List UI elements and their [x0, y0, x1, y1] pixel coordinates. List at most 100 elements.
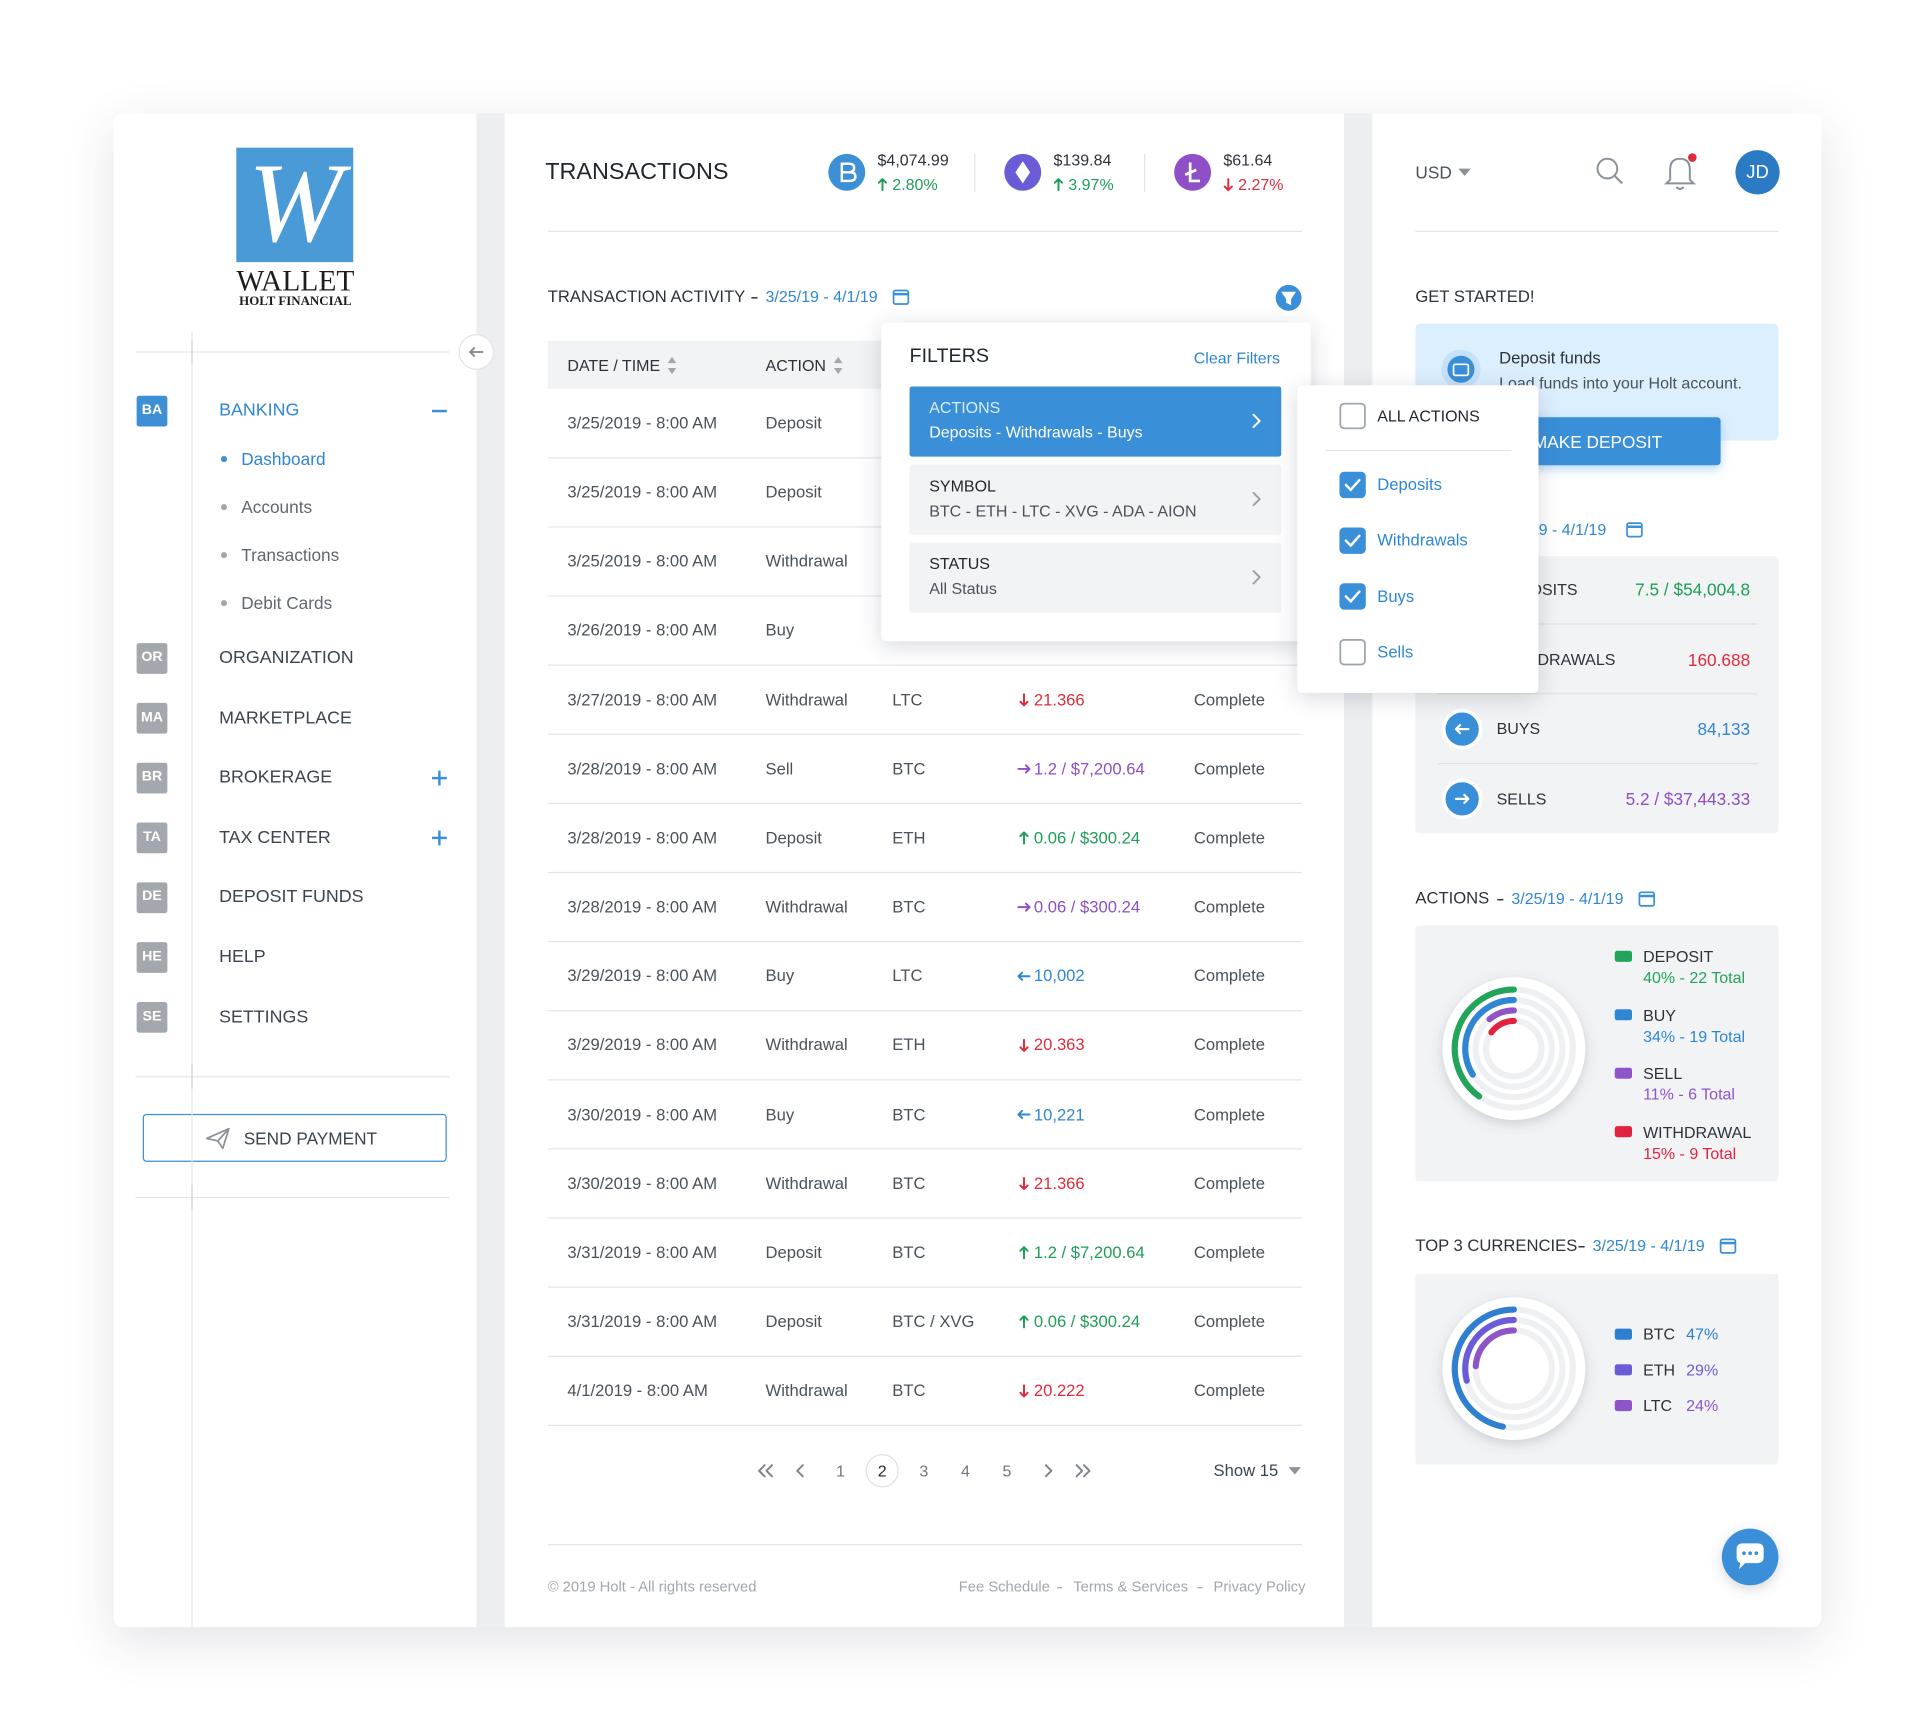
page-nav[interactable] [758, 1464, 766, 1478]
column-header[interactable]: ACTION [765, 356, 826, 375]
chevron [1252, 491, 1261, 507]
page-nav[interactable] [1083, 1464, 1091, 1478]
trend-arrow [1019, 1038, 1029, 1052]
cell-symbol: LTC [892, 690, 923, 709]
checkbox[interactable] [1339, 583, 1366, 610]
cell-status: Complete [1193, 897, 1265, 917]
nav-badge: TA [143, 829, 161, 845]
filter-group[interactable] [909, 464, 1282, 535]
subnav-dot [220, 551, 228, 559]
cell-action: Withdrawal [765, 897, 848, 917]
summary-value: 7.5 / $54,004.8 [1635, 579, 1751, 600]
cell-amount: 10,002 [1033, 966, 1085, 986]
bell-icon[interactable] [1664, 157, 1696, 190]
ticker-price: $4,074.99 [877, 150, 949, 170]
checkmark [1344, 478, 1361, 492]
filter-label: STATUS [929, 554, 990, 573]
trend-arrow [877, 178, 888, 192]
cell-date: 4/1/2019 - 8:00 AM [567, 1381, 708, 1400]
column-header[interactable]: DATE / TIME [567, 356, 661, 375]
option-label[interactable]: Deposits [1377, 475, 1442, 494]
button-label[interactable]: MAKE DEPOSIT [1532, 431, 1663, 452]
checkbox[interactable] [1339, 527, 1366, 554]
chart-subtitle[interactable]: 3/25/19 - 4/1/19 [1592, 1236, 1705, 1255]
nav-badge-bg [136, 822, 168, 854]
cell-date: 3/29/2019 - 8:00 AM [567, 966, 718, 986]
legend-value: 40% - 22 Total [1643, 967, 1746, 987]
legend-label: DEPOSIT [1643, 947, 1714, 966]
page-number[interactable]: 2 [877, 1461, 887, 1480]
ticker-change: 3.97% [1068, 175, 1114, 194]
send-payment-label[interactable]: SEND PAYMENT [243, 1128, 378, 1149]
checkbox[interactable] [1339, 639, 1366, 666]
nav-item[interactable]: DEPOSIT FUNDS [219, 887, 364, 908]
calendar-icon [892, 289, 910, 305]
chart-title: ACTIONS [1415, 888, 1490, 908]
footer-link[interactable]: Privacy Policy [1213, 1577, 1306, 1596]
cell-symbol: BTC [892, 1243, 926, 1262]
trend-arrow [1454, 723, 1470, 735]
logo-name: WALLET [236, 265, 355, 298]
send-payment-button[interactable] [142, 1113, 447, 1162]
page-nav[interactable] [796, 1464, 804, 1478]
cell-date: 3/28/2019 - 8:00 AM [567, 897, 718, 917]
cell-action: Buy [765, 966, 795, 986]
checkbox[interactable] [1339, 471, 1366, 499]
cell-status: Complete [1193, 1174, 1265, 1193]
nav-item[interactable]: SETTINGS [219, 1007, 309, 1027]
cell-symbol: BTC [892, 1381, 926, 1400]
coin-glyph [1184, 162, 1200, 183]
coin-glyph [840, 162, 857, 183]
filter-group[interactable] [909, 386, 1282, 457]
subnav-item[interactable]: Transactions [241, 545, 340, 565]
nav-item[interactable]: ORGANIZATION [219, 648, 354, 668]
page-number[interactable]: 5 [1002, 1461, 1012, 1480]
subnav-dot [220, 599, 228, 607]
page-nav[interactable] [1075, 1464, 1084, 1478]
cell-action: Withdrawal [765, 1174, 848, 1193]
nav-item[interactable]: TAX CENTER [219, 827, 331, 848]
page-nav[interactable] [1044, 1464, 1053, 1478]
page-number[interactable]: 3 [919, 1461, 929, 1480]
checkbox[interactable] [1339, 402, 1366, 430]
trend-arrow [1454, 793, 1470, 804]
subnav-item[interactable]: Debit Cards [241, 593, 333, 613]
cell-status: Complete [1193, 828, 1265, 847]
legend-label: SELL [1643, 1063, 1683, 1083]
option-label[interactable]: Sells [1377, 642, 1414, 662]
cell-date: 3/29/2019 - 8:00 AM [567, 1035, 718, 1055]
ring-arc [1462, 996, 1517, 1078]
nav-item[interactable]: BANKING [219, 400, 300, 421]
option-label[interactable]: ALL ACTIONS [1377, 406, 1480, 426]
option-label[interactable]: Buys [1377, 586, 1415, 606]
filter-group[interactable] [909, 542, 1282, 613]
cell-symbol: BTC [892, 1104, 926, 1124]
date-range[interactable]: 3/25/19 - 4/1/19 [765, 287, 878, 306]
avatar[interactable] [1735, 150, 1780, 195]
search-icon[interactable] [1596, 157, 1619, 180]
nav-item[interactable]: BROKERAGE [219, 767, 333, 788]
cell-date: 3/30/2019 - 8:00 AM [567, 1104, 718, 1124]
nav-item[interactable]: MARKETPLACE [219, 708, 352, 728]
currency-select[interactable]: USD [1415, 162, 1452, 183]
checkmark [1344, 590, 1361, 604]
page-number[interactable]: 4 [960, 1461, 970, 1480]
footer-link[interactable]: Terms & Services [1073, 1577, 1189, 1596]
logo-tagline: HOLT FINANCIAL [239, 295, 352, 309]
clear-filters[interactable]: Clear Filters [1193, 348, 1280, 368]
subnav-item[interactable]: Dashboard [241, 449, 326, 469]
page-number[interactable]: 1 [836, 1461, 846, 1480]
actions-dropdown [1297, 385, 1539, 693]
footer-link[interactable]: Fee Schedule [958, 1577, 1050, 1596]
option-label[interactable]: Withdrawals [1377, 531, 1468, 550]
cell-symbol: BTC [892, 1174, 926, 1193]
page-nav[interactable] [765, 1464, 773, 1478]
subnav-dot [220, 503, 228, 511]
nav-item[interactable]: HELP [219, 947, 266, 968]
chart-subtitle[interactable]: 3/25/19 - 4/1/19 [1511, 889, 1624, 908]
subnav-item[interactable]: Accounts [241, 497, 313, 517]
nav-badge-bg [136, 1001, 168, 1033]
nav-badge-bg [136, 882, 168, 914]
page-size[interactable]: Show 15 [1213, 1461, 1279, 1480]
